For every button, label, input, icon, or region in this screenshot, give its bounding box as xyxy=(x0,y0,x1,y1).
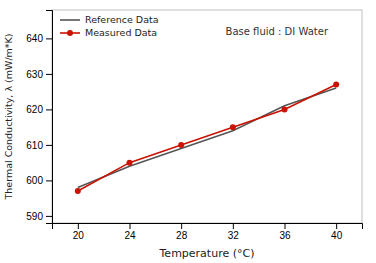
y-tick-label: 630 xyxy=(26,69,43,80)
series-point xyxy=(282,106,288,112)
x-tick: 20 xyxy=(73,223,85,241)
x-tick-mark xyxy=(233,223,234,229)
x-tick-mark xyxy=(181,223,182,229)
annotation: Base fluid : DI Water xyxy=(226,26,329,37)
chart: 20 24 28 32 36 40 590 600 610 620 630 640 Reference … xyxy=(0,0,376,263)
x-tick-mark xyxy=(130,223,131,229)
x-tick-label: 20 xyxy=(73,230,85,241)
x-tick-mark xyxy=(78,223,79,229)
y-tick: 630 xyxy=(26,69,52,80)
series-point xyxy=(333,82,339,88)
y-tick-mark xyxy=(46,74,52,75)
y-axis-line xyxy=(46,11,53,224)
x-tick-label: 40 xyxy=(331,230,343,241)
legend-item: Measured Data xyxy=(60,27,157,38)
x-tick-label: 32 xyxy=(228,230,240,241)
y-tick-mark xyxy=(46,145,52,146)
y-tick: 640 xyxy=(26,33,52,44)
x-tick-mark xyxy=(336,223,337,229)
y-tick: 620 xyxy=(26,104,52,115)
x-tick: 36 xyxy=(279,223,291,241)
y-axis-title: Thermal Conductivity, λ (mW/m*K) xyxy=(3,33,14,200)
x-tick: 40 xyxy=(331,223,343,241)
x-tick: 28 xyxy=(176,223,188,241)
x-axis: 20 24 28 32 36 40 xyxy=(53,223,363,241)
series-point xyxy=(127,160,133,166)
x-tick-label: 36 xyxy=(279,230,291,241)
plot-frame xyxy=(52,10,362,223)
legend-label: Reference Data xyxy=(85,14,159,25)
legend-marker xyxy=(67,30,73,36)
legend-item: Reference Data xyxy=(60,14,159,25)
y-tick-label: 600 xyxy=(26,175,43,186)
x-tick-label: 24 xyxy=(124,230,136,241)
y-tick: 600 xyxy=(26,175,52,186)
y-tick-mark xyxy=(46,216,52,217)
legend-label: Measured Data xyxy=(85,27,157,38)
y-tick: 590 xyxy=(26,211,52,222)
y-tick-mark xyxy=(46,109,52,110)
y-tick: 610 xyxy=(26,140,52,151)
y-tick-label: 640 xyxy=(26,33,43,44)
series-point xyxy=(75,188,81,194)
legend: Reference Data Measured Data xyxy=(60,14,159,38)
legend-swatch xyxy=(60,19,80,21)
y-tick-mark xyxy=(46,38,52,39)
x-axis-title: Temperature (°C) xyxy=(159,247,255,260)
x-tick-label: 28 xyxy=(176,230,188,241)
y-tick-label: 590 xyxy=(26,211,43,222)
series-point xyxy=(178,142,184,148)
plot-area: 20 24 28 32 36 40 590 600 610 620 630 640 Reference … xyxy=(26,10,362,241)
y-tick-label: 610 xyxy=(26,140,43,151)
y-tick-label: 620 xyxy=(26,104,43,115)
x-tick: 24 xyxy=(124,223,136,241)
x-tick-mark xyxy=(285,223,286,229)
y-tick-mark xyxy=(46,180,52,181)
x-tick: 32 xyxy=(228,223,240,241)
y-axis: 590 600 610 620 630 640 xyxy=(26,11,52,224)
x-axis-line xyxy=(53,224,363,230)
series-line xyxy=(78,85,336,192)
marks xyxy=(75,82,339,195)
series-point xyxy=(230,124,236,130)
